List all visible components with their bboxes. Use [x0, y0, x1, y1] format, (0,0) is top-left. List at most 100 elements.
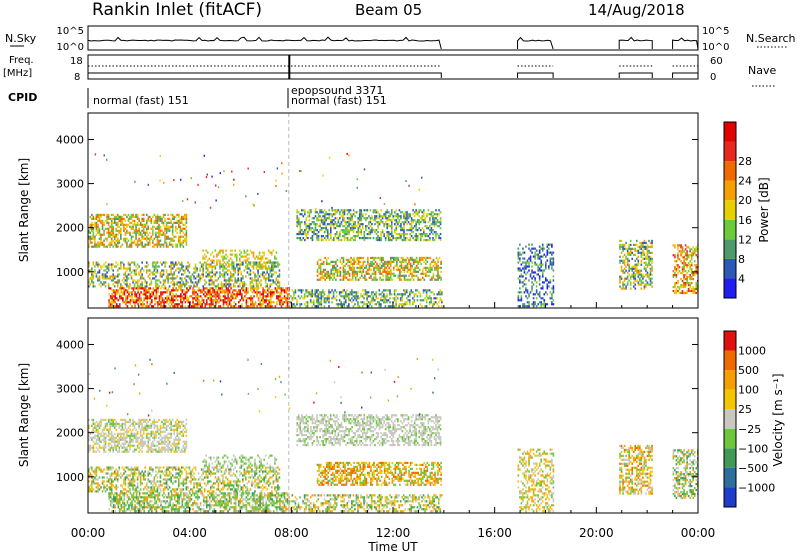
echo-cell [532, 297, 535, 300]
echo-cell [333, 219, 335, 222]
echo-cell [349, 215, 352, 218]
echo-cell [240, 277, 243, 280]
echo-cell [241, 303, 243, 306]
echo-cell [101, 428, 104, 431]
echo-cell [315, 289, 318, 292]
echo-cell [439, 217, 442, 220]
echo-cell [159, 219, 162, 222]
echo-cell [345, 258, 348, 262]
echo-cell [95, 225, 98, 228]
echo-cell [622, 287, 624, 290]
echo-cell [198, 301, 200, 304]
echo-cell [134, 293, 136, 296]
echo-cell [322, 270, 325, 273]
echo-cell [182, 281, 185, 284]
echo-cell [286, 289, 289, 292]
echo-cell [297, 211, 300, 214]
echo-cell [379, 266, 381, 269]
echo-cell [184, 297, 187, 300]
echo-cell [311, 221, 314, 224]
echo-cell [367, 305, 370, 308]
echo-cell [216, 271, 218, 274]
echo-cell [173, 299, 176, 302]
echo-cell [523, 267, 526, 270]
echo-cell [161, 293, 164, 296]
echo-cell [139, 271, 142, 274]
echo-cell [137, 289, 139, 292]
echo-cell [232, 265, 235, 268]
echo-cell [360, 217, 363, 220]
echo-cell [171, 213, 174, 217]
echo-cell [405, 264, 407, 267]
echo-cell [529, 273, 532, 276]
echo-cell [216, 291, 219, 294]
echo-cell [640, 273, 643, 276]
echo-cell [98, 275, 101, 278]
echo-cell [435, 262, 438, 265]
echo-cell [215, 293, 217, 296]
echo-cell [126, 275, 128, 278]
echo-cell [528, 293, 530, 296]
echo-cell [249, 249, 252, 252]
echo-cell [116, 221, 119, 224]
echo-cell [404, 236, 407, 240]
echo-cell [95, 233, 98, 236]
echo-cell [346, 238, 349, 242]
echo-cell [263, 253, 265, 256]
echo-cell [380, 297, 382, 300]
echo-cell [285, 297, 287, 300]
echo-cell [371, 278, 374, 281]
echo-cell [296, 219, 299, 222]
echo-cell [351, 291, 353, 294]
echo-cell [328, 299, 330, 302]
echo-cell [335, 260, 337, 263]
echo-cell [170, 303, 173, 306]
echo-cell [395, 229, 398, 232]
echo-cell [238, 249, 241, 252]
echo-cell [123, 293, 126, 296]
echo-cell [381, 295, 384, 298]
echo-cell [337, 234, 340, 238]
echo-cell [389, 238, 392, 242]
echo-cell [124, 233, 127, 236]
echo-cell [256, 295, 258, 298]
echo-cell [363, 297, 365, 300]
echo-speck [231, 170, 233, 173]
echo-cell [149, 243, 151, 246]
echo-cell [112, 283, 114, 286]
echo-cell [106, 265, 108, 268]
echo-cell [418, 258, 421, 262]
echo-cell [141, 243, 143, 246]
echo-cell [187, 305, 190, 308]
echo-cell [229, 273, 232, 276]
echo-cell [415, 305, 417, 308]
echo-cell [136, 241, 139, 244]
echo-cell [226, 261, 229, 264]
echo-cell [285, 301, 287, 304]
echo-cell [126, 231, 128, 234]
echo-cell [405, 278, 407, 281]
echo-cell [120, 223, 122, 226]
echo-cell [418, 268, 421, 271]
echo-cell [535, 289, 538, 292]
echo-cell [321, 272, 323, 275]
echo-cell [251, 281, 253, 284]
echo-cell [343, 209, 346, 212]
echo-cell [106, 245, 108, 248]
echo-cell [269, 291, 272, 294]
echo-cell [373, 303, 376, 306]
echo-cell [519, 281, 521, 284]
echo-cell [440, 276, 442, 279]
echo-cell [402, 258, 404, 262]
echo-cell [120, 231, 122, 234]
echo-cell [387, 299, 390, 302]
echo-cell [306, 303, 309, 306]
power-colorbar-tick: 8 [738, 253, 745, 266]
echo-cell [695, 285, 698, 289]
echo-cell [171, 227, 174, 230]
echo-cell [340, 295, 342, 298]
echo-cell [250, 297, 252, 300]
echo-cell [92, 237, 95, 240]
echo-cell [383, 299, 385, 302]
echo-cell [286, 297, 289, 300]
